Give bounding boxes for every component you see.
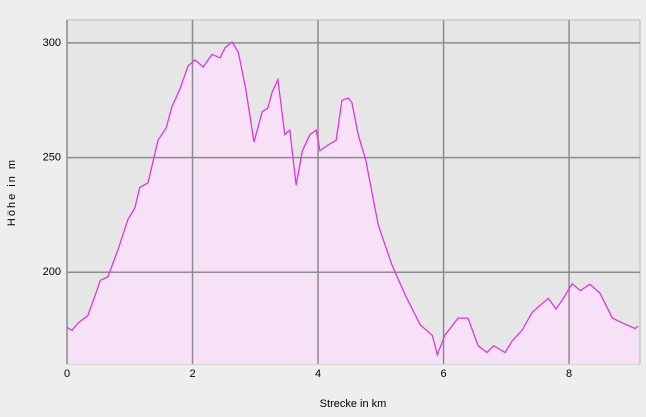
y-axis-label: Höhe in m — [6, 158, 18, 226]
area-fill — [67, 42, 639, 364]
x-axis-label: Strecke in km — [320, 398, 387, 410]
x-tick-label: 6 — [440, 368, 446, 380]
x-tick-label: 8 — [566, 368, 572, 380]
y-tick-label: 200 — [43, 266, 61, 278]
x-tick-label: 4 — [315, 368, 321, 380]
y-tick-label: 250 — [43, 152, 61, 164]
elevation-line — [66, 41, 639, 357]
x-tick-label: 2 — [189, 368, 195, 380]
y-tick-label: 300 — [43, 37, 61, 49]
x-tick-label: 0 — [64, 368, 70, 380]
